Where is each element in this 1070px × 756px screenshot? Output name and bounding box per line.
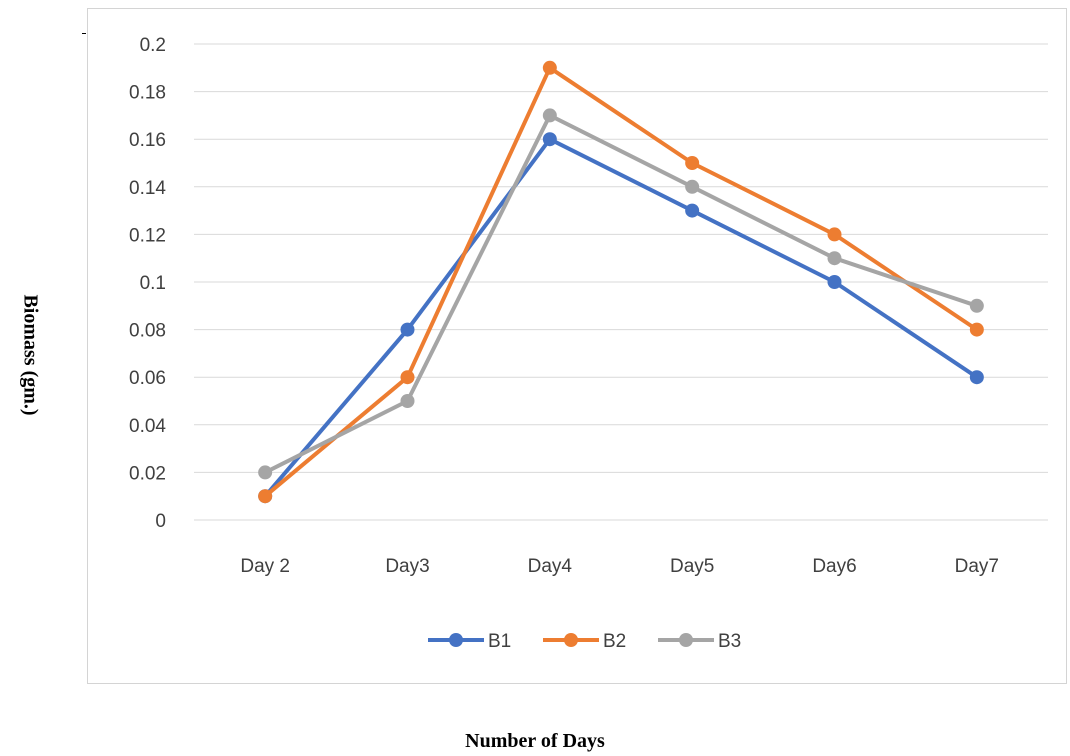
legend-marker-B1 — [449, 633, 463, 647]
y-tick-label: 0.18 — [129, 83, 166, 104]
series-B1 — [258, 132, 984, 504]
series-line-B1 — [263, 137, 979, 499]
legend-item-B2: B2 — [543, 631, 626, 652]
y-tick-label: 0.12 — [129, 225, 166, 246]
corner-mark — [82, 33, 86, 34]
x-tick-label: Day5 — [670, 556, 714, 577]
series-B3 — [258, 108, 984, 480]
series-line-B3 — [263, 113, 979, 475]
data-point — [969, 370, 984, 385]
series-lines — [258, 60, 984, 504]
data-point — [685, 179, 700, 194]
gridlines — [194, 43, 1048, 521]
legend-label-B2: B2 — [603, 631, 626, 652]
data-point — [827, 275, 842, 289]
x-tick-label: Day7 — [955, 556, 999, 577]
data-point — [400, 322, 415, 337]
data-point — [258, 465, 273, 480]
series-B2 — [258, 60, 984, 504]
y-tick-label: 0.04 — [129, 416, 166, 437]
legend-marker-B2 — [564, 633, 578, 647]
y-tick-label: 0.14 — [129, 178, 166, 199]
x-axis-title: Number of Days — [465, 730, 605, 752]
x-tick-label: Day4 — [528, 556, 573, 577]
y-tick-label: 0 — [155, 511, 166, 532]
y-tick-label: 0.02 — [129, 463, 166, 484]
data-point — [542, 108, 557, 123]
legend-label-B3: B3 — [718, 631, 741, 652]
line-chart: 00.020.040.060.080.10.120.140.160.180.2 … — [129, 35, 1048, 652]
y-tick-labels: 0 0.02 0.04 0.06 0.08 0.1 0.12 0.14 0.16 0.18 0.2 — [129, 35, 166, 532]
x-tick-label: Day3 — [385, 556, 429, 577]
data-point — [542, 60, 557, 75]
data-point — [400, 370, 415, 385]
x-tick-label: Day 2 — [240, 556, 290, 577]
data-point — [827, 227, 842, 242]
legend-item-B1: B1 — [428, 631, 511, 652]
series-line-B2 — [263, 65, 979, 499]
legend-marker-B3 — [679, 633, 693, 647]
y-tick-label: 0.2 — [140, 35, 166, 56]
y-tick-label: 0.08 — [129, 321, 166, 342]
legend-item-B3: B3 — [658, 631, 741, 652]
data-point — [542, 132, 557, 147]
data-point — [969, 322, 984, 337]
data-point — [400, 394, 415, 408]
y-axis-title: Biomass (gm.) — [19, 294, 42, 416]
y-tick-label: 0.06 — [129, 368, 166, 389]
data-point — [827, 251, 842, 266]
y-tick-label: 0.1 — [140, 273, 166, 294]
legend-label-B1: B1 — [488, 631, 511, 652]
data-point — [685, 203, 700, 218]
data-point — [685, 156, 700, 170]
y-tick-label: 0.16 — [129, 130, 166, 151]
data-point — [258, 489, 273, 504]
x-tick-label: Day6 — [812, 556, 856, 577]
data-point — [969, 298, 984, 313]
chart-frame: 0 0.02 0.04 0.06 0.08 0.1 0.12 0.14 0.16 0.18 0.2 … — [87, 8, 1067, 684]
legend: B1 B2 B3 — [428, 631, 741, 652]
x-tick-labels: Day 2 Day3 Day4 Day5 Day6 Day7 — [240, 556, 999, 577]
